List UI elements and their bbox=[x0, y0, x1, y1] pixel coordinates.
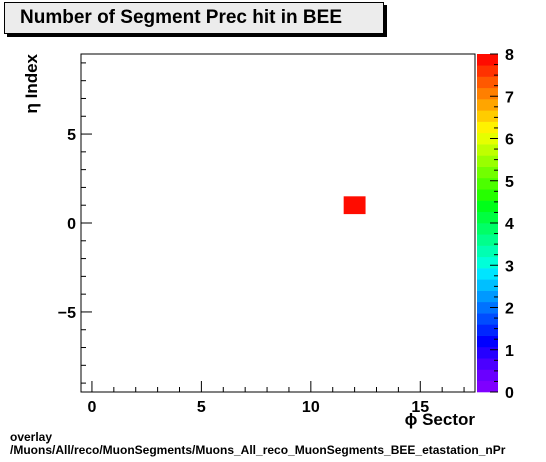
heatmap-cell bbox=[343, 196, 366, 215]
colorbar-swatch bbox=[477, 132, 498, 145]
x-axis-label: ϕ Sector bbox=[405, 410, 476, 429]
colorbar-swatch bbox=[477, 245, 498, 258]
colorbar-swatch bbox=[477, 380, 498, 393]
colorbar-swatch bbox=[477, 369, 498, 382]
x-tick-label: 10 bbox=[302, 399, 320, 416]
colorbar-swatch bbox=[477, 211, 498, 224]
colorbar-swatch bbox=[477, 256, 498, 269]
y-tick-label: 5 bbox=[67, 127, 76, 144]
colorbar-swatch bbox=[477, 155, 498, 167]
colorbar-tick-label: 8 bbox=[505, 47, 514, 64]
chart-title: Number of Segment Prec hit in BEE bbox=[20, 7, 342, 28]
colorbar-tick-label: 5 bbox=[505, 174, 514, 191]
colorbar-tick-label: 3 bbox=[505, 258, 514, 275]
colorbar-swatch bbox=[477, 335, 498, 348]
colorbar-tick-label: 6 bbox=[505, 132, 514, 149]
colorbar-swatch bbox=[477, 313, 498, 325]
colorbar-swatch bbox=[477, 358, 498, 370]
colorbar-swatch bbox=[477, 65, 498, 77]
footer: overlay /Muons/All/reco/MuonSegments/Muo… bbox=[10, 431, 546, 457]
colorbar-swatch bbox=[477, 290, 498, 303]
colorbar-swatch bbox=[477, 54, 498, 66]
x-tick-label: 0 bbox=[87, 399, 96, 416]
colorbar-swatch bbox=[477, 99, 498, 111]
colorbar-swatch bbox=[477, 223, 498, 235]
colorbar-tick-label: 1 bbox=[505, 343, 514, 360]
colorbar-swatch bbox=[477, 279, 498, 291]
title-box: Number of Segment Prec hit in BEE bbox=[4, 2, 384, 34]
colorbar-swatch bbox=[477, 268, 498, 280]
colorbar-swatch bbox=[477, 200, 498, 213]
x-tick-label: 15 bbox=[411, 399, 429, 416]
colorbar-swatch bbox=[477, 301, 498, 314]
colorbar-swatch bbox=[477, 87, 498, 100]
colorbar-swatch bbox=[477, 166, 498, 179]
y-tick-label: −5 bbox=[58, 305, 76, 322]
colorbar-swatch bbox=[477, 177, 498, 190]
colorbar-tick-label: 0 bbox=[505, 385, 514, 402]
colorbar-swatch bbox=[477, 110, 498, 122]
colorbar-swatch bbox=[477, 144, 498, 156]
colorbar-swatch bbox=[477, 324, 498, 336]
colorbar-swatch bbox=[477, 76, 498, 89]
colorbar-tick-label: 7 bbox=[505, 89, 514, 106]
x-tick-label: 5 bbox=[197, 399, 206, 416]
colorbar-tick-label: 2 bbox=[505, 301, 514, 318]
footer-line-2: /Muons/All/reco/MuonSegments/Muons_All_r… bbox=[10, 443, 506, 457]
colorbar-tick-label: 4 bbox=[505, 216, 514, 233]
colorbar-swatch bbox=[477, 234, 498, 246]
footer-line-1: overlay bbox=[10, 431, 53, 444]
colorbar-swatch bbox=[477, 346, 498, 359]
colorbar-swatch bbox=[477, 189, 498, 201]
colorbar-swatch bbox=[477, 121, 498, 134]
y-tick-label: 0 bbox=[67, 216, 76, 233]
plot-frame bbox=[80, 53, 476, 393]
y-axis-label: η Index bbox=[22, 53, 41, 113]
